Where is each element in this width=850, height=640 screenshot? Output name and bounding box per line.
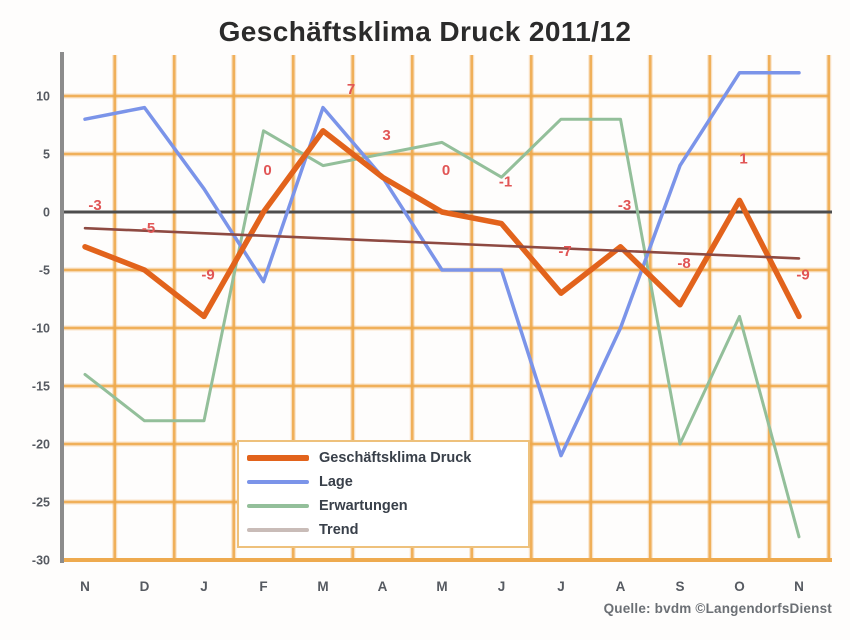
y-tick-label: 0	[43, 206, 50, 220]
data-label: -1	[499, 174, 512, 191]
series-line-lage	[83, 71, 801, 458]
x-tick-label: O	[734, 579, 745, 594]
y-tick-label: -15	[32, 380, 50, 394]
x-tick-label: A	[378, 579, 388, 594]
legend-item: Trend	[247, 518, 528, 542]
legend-item: Erwartungen	[247, 494, 528, 518]
legend-swatch	[247, 504, 309, 508]
x-tick-label: J	[557, 579, 565, 594]
y-tick-label: -25	[32, 496, 50, 510]
legend-swatch	[247, 480, 309, 484]
legend: Geschäftsklima Druck Lage Erwartungen Trend	[237, 440, 530, 548]
data-label: 7	[347, 81, 355, 98]
y-tick-label: -30	[32, 554, 50, 568]
data-label: -5	[142, 220, 155, 237]
data-label: -9	[796, 266, 809, 283]
x-tick-label: M	[317, 579, 328, 594]
series-line-trend	[83, 226, 801, 260]
data-label: 0	[263, 162, 271, 179]
series-line-gesch-ftsklima-druck	[82, 128, 802, 320]
x-tick-label: S	[675, 579, 684, 594]
y-tick-label: -20	[32, 438, 50, 452]
legend-label: Trend	[319, 522, 359, 538]
y-tick-label: -5	[39, 264, 50, 278]
data-label: -9	[201, 266, 214, 283]
legend-label: Erwartungen	[319, 498, 408, 514]
y-tick-label: 10	[36, 90, 50, 104]
x-tick-label: M	[436, 579, 447, 594]
data-label: -3	[618, 197, 631, 214]
x-tick-label: A	[616, 579, 626, 594]
legend-label: Lage	[319, 474, 353, 490]
x-tick-label: F	[259, 579, 267, 594]
series-line-erwartungen	[83, 117, 801, 539]
legend-item: Lage	[247, 470, 528, 494]
y-tick-label: 5	[43, 148, 50, 162]
source-credit: Quelle: bvdm ©LangendorfsDienst	[603, 601, 832, 616]
data-label: -3	[88, 197, 101, 214]
data-label: 3	[382, 127, 390, 144]
chart-title: Geschäftsklima Druck 2011/12	[218, 16, 632, 47]
y-tick-label: -10	[32, 322, 50, 336]
legend-item: Geschäftsklima Druck	[247, 446, 528, 470]
x-tick-label: N	[80, 579, 90, 594]
data-label: -8	[677, 255, 690, 272]
x-tick-label: N	[794, 579, 804, 594]
x-tick-label: J	[200, 579, 208, 594]
x-tick-label: D	[140, 579, 150, 594]
legend-swatch	[247, 455, 309, 461]
data-label: -7	[558, 243, 571, 260]
legend-swatch	[247, 528, 309, 532]
x-tick-label: J	[498, 579, 506, 594]
data-label: 1	[739, 150, 747, 167]
data-label: 0	[442, 162, 450, 179]
legend-label: Geschäftsklima Druck	[319, 450, 472, 466]
